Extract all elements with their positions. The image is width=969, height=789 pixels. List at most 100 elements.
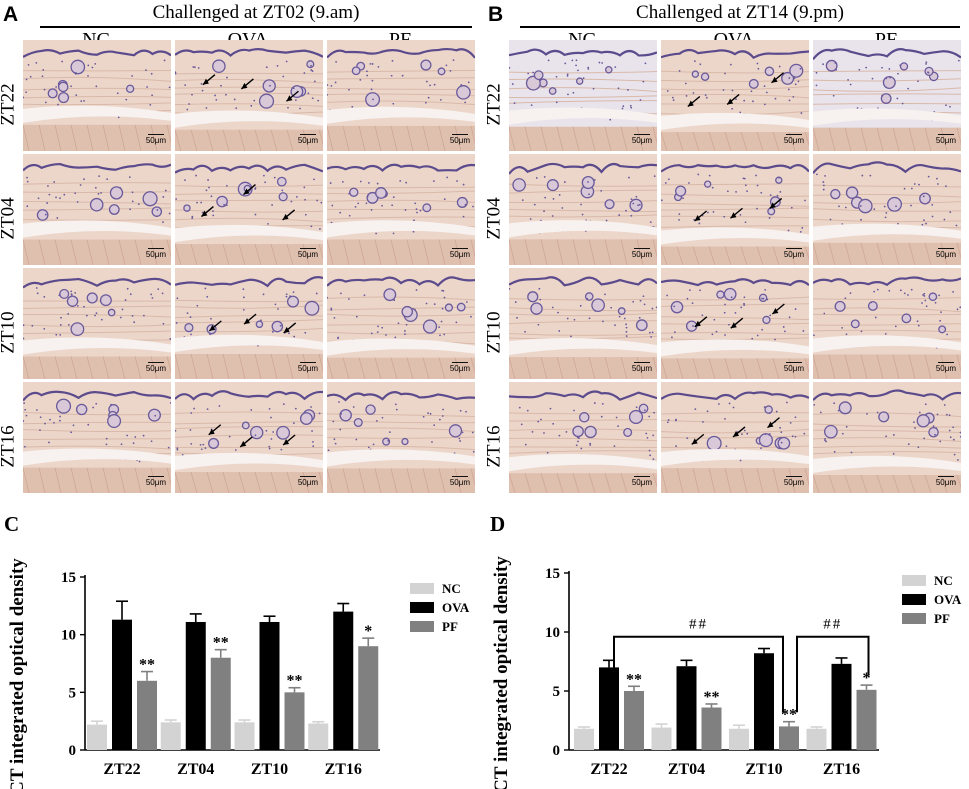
chart-c-significance-mark: ** <box>287 673 303 690</box>
micrograph-b-pf-zt22: 50μm <box>813 40 961 151</box>
micrograph-a-pf-zt22: 50μm <box>327 40 475 151</box>
chart-d-y-tick-label: 0 <box>553 743 561 759</box>
chart-d-x-tick-label: ZT10 <box>745 761 782 778</box>
chart-d-significance-mark: ** <box>626 671 642 688</box>
micrograph-b-nc-zt22: 50μm <box>509 40 657 151</box>
chart-c-x-tick-label: ZT22 <box>103 761 140 778</box>
micrograph-b-ova-zt10: 50μm <box>661 268 809 379</box>
chart-d-significance-mark: * <box>863 670 871 687</box>
scale-bar: 50μm <box>632 476 652 487</box>
chart-c-legend-swatch-nc <box>410 583 434 594</box>
scale-bar-label: 50μm <box>783 136 804 145</box>
chart-d-bar-ova-zt22 <box>599 667 619 750</box>
micrograph-b-ova-zt04: 50μm <box>661 154 809 265</box>
micrograph-a-ova-zt16: 50μm <box>175 382 323 493</box>
row-label-zt16-a: ZT16 <box>0 425 19 468</box>
row-label-zt04-a: ZT04 <box>0 197 19 240</box>
chart-d-x-tick-label: ZT16 <box>823 761 860 778</box>
scale-bar: 50μm <box>450 248 470 259</box>
scale-bar: 50μm <box>936 134 956 145</box>
chart-d-legend-label-pf: PF <box>934 611 950 626</box>
panel-a-header-rule <box>40 26 472 28</box>
scale-bar-label: 50μm <box>145 250 166 259</box>
micrograph-a-pf-zt10: 50μm <box>327 268 475 379</box>
scale-bar: 50μm <box>298 248 318 259</box>
scale-bar-label: 50μm <box>145 478 166 487</box>
micrograph-b-ova-zt16: 50μm <box>661 382 809 493</box>
chart-c-significance-mark: * <box>364 623 372 640</box>
scale-bar: 50μm <box>784 248 804 259</box>
scale-bar-label: 50μm <box>145 136 166 145</box>
scale-bar: 50μm <box>632 134 652 145</box>
chart-d-significance-mark: ** <box>704 689 720 706</box>
scale-bar: 50μm <box>936 362 956 373</box>
chart-c-bar-nc-zt10 <box>234 722 255 750</box>
micrograph-a-nc-zt16: 50μm <box>23 382 171 493</box>
chart-d-bar-pf-zt22 <box>624 691 644 750</box>
scale-bar-label: 50μm <box>783 250 804 259</box>
chart-c-legend-label-ova: OVA <box>442 600 470 615</box>
chart-d-legend-swatch-ova <box>902 594 926 605</box>
panel-b-title: Challenged at ZT14 (9.pm) <box>636 2 844 23</box>
panel-b-header-rule <box>520 26 960 28</box>
scale-bar: 50μm <box>146 134 166 145</box>
scale-bar: 50μm <box>936 248 956 259</box>
panel-letter-a: A <box>3 3 19 26</box>
scale-bar: 50μm <box>632 362 652 373</box>
chart-d-x-tick-label: ZT22 <box>590 761 627 778</box>
chart-c-x-tick-label: ZT16 <box>325 761 362 778</box>
scale-bar-label: 50μm <box>449 250 470 259</box>
scale-bar-label: 50μm <box>935 250 956 259</box>
scale-bar-label: 50μm <box>935 478 956 487</box>
micrograph-b-nc-zt10: 50μm <box>509 268 657 379</box>
chart-c-legend-label-nc: NC <box>442 581 461 596</box>
chart-c-bar-ova-zt10 <box>259 621 280 750</box>
chart-d-bracket-label: ## <box>689 617 708 633</box>
chart-d: D MCT integrated optical density 0 5 10 15 ZT… <box>490 512 962 789</box>
scale-bar-label: 50μm <box>297 136 318 145</box>
scale-bar: 50μm <box>784 476 804 487</box>
chart-d-significance-bracket <box>796 635 870 713</box>
chart-d-x-tick-label: ZT04 <box>668 761 705 778</box>
chart-c-significance-mark: ** <box>139 657 155 674</box>
chart-d-y-tick-label: 15 <box>545 566 560 582</box>
chart-d-bar-pf-zt16 <box>856 689 877 750</box>
chart-c-legend-swatch-pf <box>410 621 434 632</box>
micrograph-b-pf-zt16: 50μm <box>813 382 961 493</box>
micrograph-b-ova-zt22: 50μm <box>661 40 809 151</box>
chart-c-bar-pf-zt10 <box>284 692 305 750</box>
scale-bar: 50μm <box>784 362 804 373</box>
micrograph-b-pf-zt04: 50μm <box>813 154 961 265</box>
micrograph-b-pf-zt10: 50μm <box>813 268 961 379</box>
micrograph-a-nc-zt22: 50μm <box>23 40 171 151</box>
micrograph-a-pf-zt16: 50μm <box>327 382 475 493</box>
chart-c-legend-swatch-ova <box>410 602 434 613</box>
scale-bar-label: 50μm <box>297 478 318 487</box>
scale-bar-label: 50μm <box>297 250 318 259</box>
chart-d-legend-label-nc: NC <box>934 573 953 588</box>
chart-d-bar-ova-zt04 <box>676 666 697 750</box>
chart-c-y-tick-label: 0 <box>69 743 77 759</box>
micrograph-a-pf-zt04: 50μm <box>327 154 475 265</box>
chart-c-bar-pf-zt22 <box>137 680 157 750</box>
scale-bar-label: 50μm <box>631 364 652 373</box>
scale-bar: 50μm <box>784 134 804 145</box>
micrograph-b-nc-zt04: 50μm <box>509 154 657 265</box>
panel-letter-b: B <box>488 3 504 26</box>
chart-c-bar-ova-zt22 <box>112 619 132 750</box>
chart-d-y-tick-label: 10 <box>545 625 560 641</box>
chart-d-bar-pf-zt10 <box>779 726 799 750</box>
scale-bar: 50μm <box>146 362 166 373</box>
scale-bar: 50μm <box>146 476 166 487</box>
micrograph-b-nc-zt16: 50μm <box>509 382 657 493</box>
chart-d-bar-nc-zt04 <box>651 727 672 750</box>
micrograph-a-ova-zt10: 50μm <box>175 268 323 379</box>
chart-c-y-tick-label: 15 <box>61 570 76 586</box>
chart-c-y-tick-label: 5 <box>69 685 77 701</box>
micrograph-a-nc-zt10: 50μm <box>23 268 171 379</box>
panel-letter-c: C <box>4 512 19 536</box>
row-label-zt10-a: ZT10 <box>0 311 19 354</box>
chart-c-bar-nc-zt22 <box>87 724 107 750</box>
chart-c-bar-nc-zt04 <box>160 722 181 750</box>
micrograph-a-nc-zt04: 50μm <box>23 154 171 265</box>
